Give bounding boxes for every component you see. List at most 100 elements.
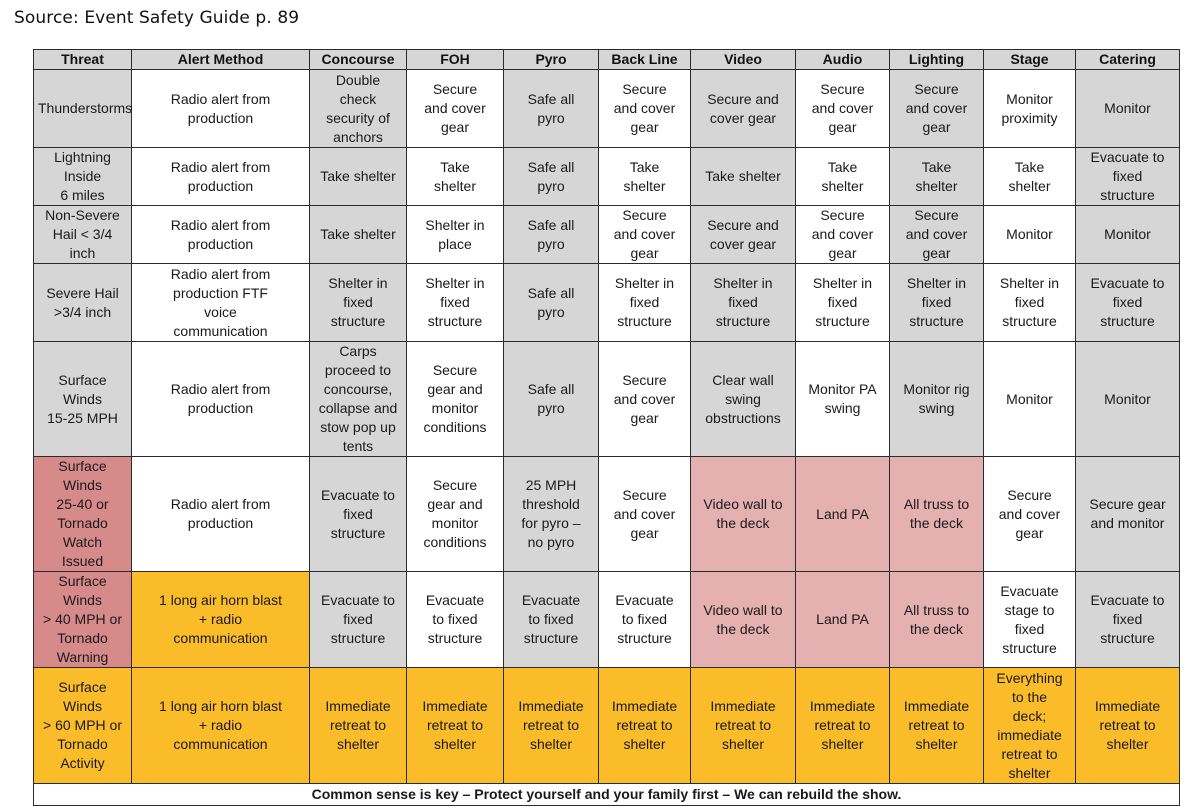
- threat-cell: Surface Winds > 60 MPH or Tornado Activi…: [33, 667, 132, 784]
- cell-lighting: Immediate retreat to shelter: [889, 667, 984, 784]
- cell-text: Secure and cover gear: [905, 207, 968, 261]
- cell-lighting: Secure and cover gear: [889, 69, 984, 148]
- cell-text: Radio alert from production FTF voice co…: [170, 265, 271, 339]
- cell-back-line: Evacuate to fixed structure: [598, 571, 691, 668]
- cell-text: 25 MPH threshold for pyro – no pyro: [521, 477, 581, 550]
- threat-label: Lightning Inside 6 miles: [54, 149, 111, 203]
- cell-alert-method: Radio alert from production: [131, 205, 310, 264]
- cell-stage: Monitor: [983, 205, 1076, 264]
- column-header-lighting: Lighting: [889, 49, 984, 70]
- table-row: Surface Winds > 40 MPH or Tornado Warnin…: [33, 571, 1180, 668]
- cell-text: Take shelter: [821, 158, 864, 194]
- cell-catering: Monitor: [1075, 69, 1180, 148]
- cell-text: Secure gear and monitor: [1089, 496, 1166, 531]
- cell-stage: Everything to the deck; immediate retrea…: [983, 667, 1076, 784]
- cell-stage: Secure and cover gear: [983, 456, 1076, 572]
- cell-concourse: Evacuate to fixed structure: [309, 571, 407, 668]
- cell-text: Radio alert from production: [170, 216, 271, 252]
- threat-cell: Surface Winds > 40 MPH or Tornado Warnin…: [33, 571, 132, 668]
- cell-catering: Evacuate to fixed structure: [1075, 263, 1180, 342]
- cell-text: Secure and cover gear: [707, 90, 779, 126]
- cell-text: Secure and cover gear: [424, 81, 486, 135]
- cell-text: Evacuate to fixed structure: [1090, 149, 1165, 203]
- cell-foh: Evacuate to fixed structure: [406, 571, 504, 668]
- cell-audio: Shelter in fixed structure: [795, 263, 890, 342]
- cell-text: Secure and cover gear: [613, 207, 676, 261]
- cell-alert-method: 1 long air horn blast + radio communicat…: [131, 571, 310, 668]
- cell-back-line: Secure and cover gear: [598, 205, 691, 264]
- cell-text: Evacuate to fixed structure: [1090, 275, 1165, 329]
- cell-audio: Secure and cover gear: [795, 205, 890, 264]
- cell-text: Safe all pyro: [527, 90, 575, 126]
- cell-text: Shelter in fixed structure: [812, 275, 873, 329]
- cell-foh: Shelter in fixed structure: [406, 263, 504, 342]
- table-row: Surface Winds > 60 MPH or Tornado Activi…: [33, 667, 1180, 784]
- cell-text: Monitor: [1006, 226, 1053, 242]
- cell-text: Safe all pyro: [527, 216, 575, 252]
- cell-text: Immediate retreat to shelter: [710, 698, 776, 752]
- cell-text: Take shelter: [320, 168, 396, 184]
- cell-stage: Monitor proximity: [983, 69, 1076, 148]
- cell-text: Evacuate to fixed structure: [615, 592, 674, 646]
- cell-text: Radio alert from production: [170, 90, 271, 126]
- cell-stage: Shelter in fixed structure: [983, 263, 1076, 342]
- cell-text: Immediate retreat to shelter: [611, 698, 678, 752]
- threat-cell: Surface Winds 15-25 MPH: [33, 341, 132, 457]
- cell-pyro: Immediate retreat to shelter: [503, 667, 599, 784]
- cell-text: Shelter in fixed structure: [999, 275, 1060, 329]
- table-row: Non-Severe Hail < 3/4 inch Radio alert fr…: [33, 205, 1180, 264]
- cell-foh: Secure gear and monitor conditions: [406, 341, 504, 457]
- cell-audio: Monitor PA swing: [795, 341, 890, 457]
- cell-text: Take shelter: [320, 226, 396, 242]
- cell-lighting: Secure and cover gear: [889, 205, 984, 264]
- cell-text: Radio alert from production: [170, 381, 271, 416]
- cell-text: Take shelter: [1008, 158, 1051, 194]
- threat-cell: Thunderstorms: [33, 69, 132, 148]
- cell-audio: Land PA: [795, 571, 890, 668]
- cell-text: Carps proceed to concourse, collapse and…: [318, 343, 398, 454]
- cell-text: Shelter in fixed structure: [906, 275, 967, 329]
- cell-stage: Monitor: [983, 341, 1076, 457]
- cell-catering: Immediate retreat to shelter: [1075, 667, 1180, 784]
- column-header-audio: Audio: [795, 49, 890, 70]
- cell-text: Secure and cover gear: [998, 486, 1061, 541]
- cell-back-line: Shelter in fixed structure: [598, 263, 691, 342]
- cell-text: Video wall to the deck: [703, 496, 783, 531]
- cell-text: All truss to the deck: [903, 496, 970, 531]
- cell-text: Evacuate to fixed structure: [1090, 592, 1165, 646]
- cell-text: Immediate retreat to shelter: [903, 698, 970, 752]
- cell-text: Monitor: [1104, 226, 1151, 242]
- threat-cell: Non-Severe Hail < 3/4 inch: [33, 205, 132, 264]
- cell-text: Evacuate stage to fixed structure: [1000, 582, 1059, 656]
- weather-threat-response-table: Threat Alert Method Concourse FOH Pyro B…: [33, 49, 1180, 806]
- column-header-threat: Threat: [33, 49, 132, 70]
- cell-pyro: Safe all pyro: [503, 205, 599, 264]
- cell-text: Secure and cover gear: [613, 81, 676, 135]
- threat-label: Surface Winds > 40 MPH or Tornado Warnin…: [43, 573, 122, 665]
- cell-text: Evacuate to fixed structure: [425, 592, 485, 646]
- cell-back-line: Secure and cover gear: [598, 456, 691, 572]
- cell-catering: Secure gear and monitor: [1075, 456, 1180, 572]
- cell-lighting: Take shelter: [889, 147, 984, 206]
- threat-label: Surface Winds 15-25 MPH: [47, 371, 118, 426]
- cell-text: Shelter in fixed structure: [713, 275, 773, 329]
- cell-foh: Secure and cover gear: [406, 69, 504, 148]
- cell-text: Take shelter: [705, 168, 781, 184]
- table-row: Surface Winds 25-40 or Tornado Watch Iss…: [33, 456, 1180, 572]
- cell-lighting: All truss to the deck: [889, 456, 984, 572]
- footer-row: Common sense is key – Protect yourself a…: [33, 783, 1180, 806]
- cell-concourse: Evacuate to fixed structure: [309, 456, 407, 572]
- cell-text: Monitor proximity: [1001, 90, 1058, 126]
- cell-text: Monitor: [1104, 100, 1151, 116]
- cell-text: Immediate retreat to shelter: [809, 698, 876, 752]
- cell-pyro: Safe all pyro: [503, 341, 599, 457]
- cell-video: Immediate retreat to shelter: [690, 667, 796, 784]
- cell-text: Take shelter: [915, 158, 958, 194]
- column-header-back-line: Back Line: [598, 49, 691, 70]
- cell-text: 1 long air horn blast + radio communicat…: [159, 592, 282, 646]
- cell-text: Monitor: [1006, 390, 1053, 407]
- table-row: Lightning Inside 6 miles Radio alert from…: [33, 147, 1180, 206]
- cell-text: Take shelter: [433, 158, 477, 194]
- cell-back-line: Take shelter: [598, 147, 691, 206]
- column-header-video: Video: [690, 49, 796, 70]
